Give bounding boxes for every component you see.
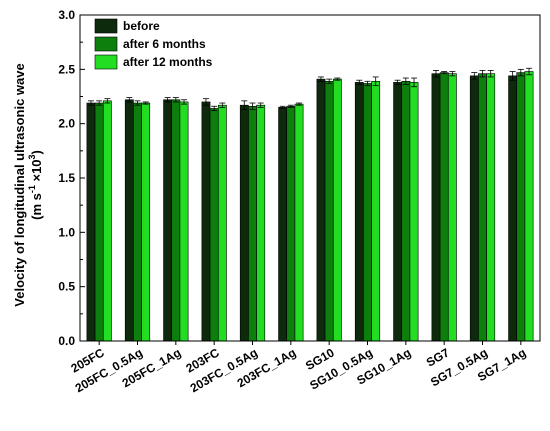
bar-3-SG7 bbox=[447, 73, 457, 342]
y-unit-part-1: (m s bbox=[29, 193, 44, 220]
bar-3-203FC bbox=[217, 104, 227, 342]
bar-3-205FC_1Ag bbox=[179, 101, 189, 342]
y-axis-title-line2: (m s-1 ×103) bbox=[27, 150, 44, 220]
bar-2-205FC bbox=[94, 102, 104, 342]
bar-3-SG10_1Ag bbox=[409, 82, 419, 342]
y-unit-part-3: ) bbox=[29, 150, 44, 154]
bar-3-203FC_1Ag bbox=[294, 103, 304, 342]
legend-label: before bbox=[123, 19, 160, 33]
bar-1-SG7_0.5Ag bbox=[469, 75, 479, 342]
bar-3-SG10 bbox=[332, 78, 342, 342]
y-tick-label: 0.0 bbox=[58, 334, 75, 348]
bar-1-SG10_1Ag bbox=[393, 82, 403, 342]
bar-3-SG10_0.5Ag bbox=[371, 80, 381, 342]
y-tick-label: 2.0 bbox=[58, 117, 75, 131]
legend-swatch bbox=[94, 18, 118, 34]
bar-3-SG7_0.5Ag bbox=[486, 73, 496, 342]
bar-1-SG10_0.5Ag bbox=[354, 82, 364, 342]
y-tick-label: 1.0 bbox=[58, 225, 75, 239]
y-axis-title: Velocity of longitudinal ultrasonic wave… bbox=[12, 63, 44, 306]
y-axis: 0.0 0.5 1.0 1.5 2.0 2.5 3.0 bbox=[58, 8, 85, 348]
bar-1-203FC_1Ag bbox=[278, 107, 288, 342]
bar-2-205FC_0.5Ag bbox=[133, 102, 142, 342]
y-tick-label: 0.5 bbox=[58, 280, 75, 294]
y-tick-label: 2.5 bbox=[58, 62, 75, 76]
bar-2-203FC_1Ag bbox=[286, 105, 296, 342]
bar-2-203FC bbox=[209, 108, 219, 342]
y-tick-label: 3.0 bbox=[58, 8, 75, 22]
bar-3-203FC_0.5Ag bbox=[256, 104, 266, 342]
bar-2-SG7_0.5Ag bbox=[478, 73, 487, 342]
y-unit-superscript-1: -1 bbox=[27, 185, 37, 193]
bar-1-SG7_1Ag bbox=[508, 75, 518, 342]
bar-2-SG7 bbox=[439, 72, 449, 342]
bar-1-203FC_0.5Ag bbox=[239, 104, 249, 342]
bar-3-205FC bbox=[102, 100, 112, 342]
bar-1-205FC_0.5Ag bbox=[124, 99, 134, 342]
plot-area bbox=[86, 67, 534, 342]
legend-swatch bbox=[94, 54, 118, 70]
legend: before after 6 months after 12 months bbox=[94, 18, 213, 70]
legend-label: after 6 months bbox=[123, 37, 206, 51]
y-unit-part-2: ×10 bbox=[29, 159, 44, 185]
bar-1-SG10 bbox=[316, 78, 326, 342]
bar-1-203FC bbox=[201, 101, 211, 342]
bar-3-205FC_0.5Ag bbox=[141, 102, 151, 342]
bar-2-SG10 bbox=[324, 80, 334, 342]
bar-2-SG10_1Ag bbox=[401, 80, 411, 342]
bar-1-205FC bbox=[86, 102, 96, 342]
legend-label: after 12 months bbox=[123, 55, 213, 69]
bar-2-205FC_1Ag bbox=[171, 99, 181, 342]
bar-1-SG7 bbox=[431, 73, 441, 342]
bar-2-SG7_1Ag bbox=[516, 72, 526, 342]
y-tick-label: 1.5 bbox=[58, 171, 75, 185]
bar-2-SG10_0.5Ag bbox=[363, 83, 372, 342]
legend-swatch bbox=[94, 36, 118, 52]
y-axis-title-line1: Velocity of longitudinal ultrasonic wave bbox=[12, 63, 27, 306]
bar-2-203FC_0.5Ag bbox=[248, 105, 257, 342]
bar-1-205FC_1Ag bbox=[163, 99, 173, 342]
bar-3-SG7_1Ag bbox=[524, 71, 534, 342]
y-unit-superscript-2: 3 bbox=[27, 154, 37, 159]
